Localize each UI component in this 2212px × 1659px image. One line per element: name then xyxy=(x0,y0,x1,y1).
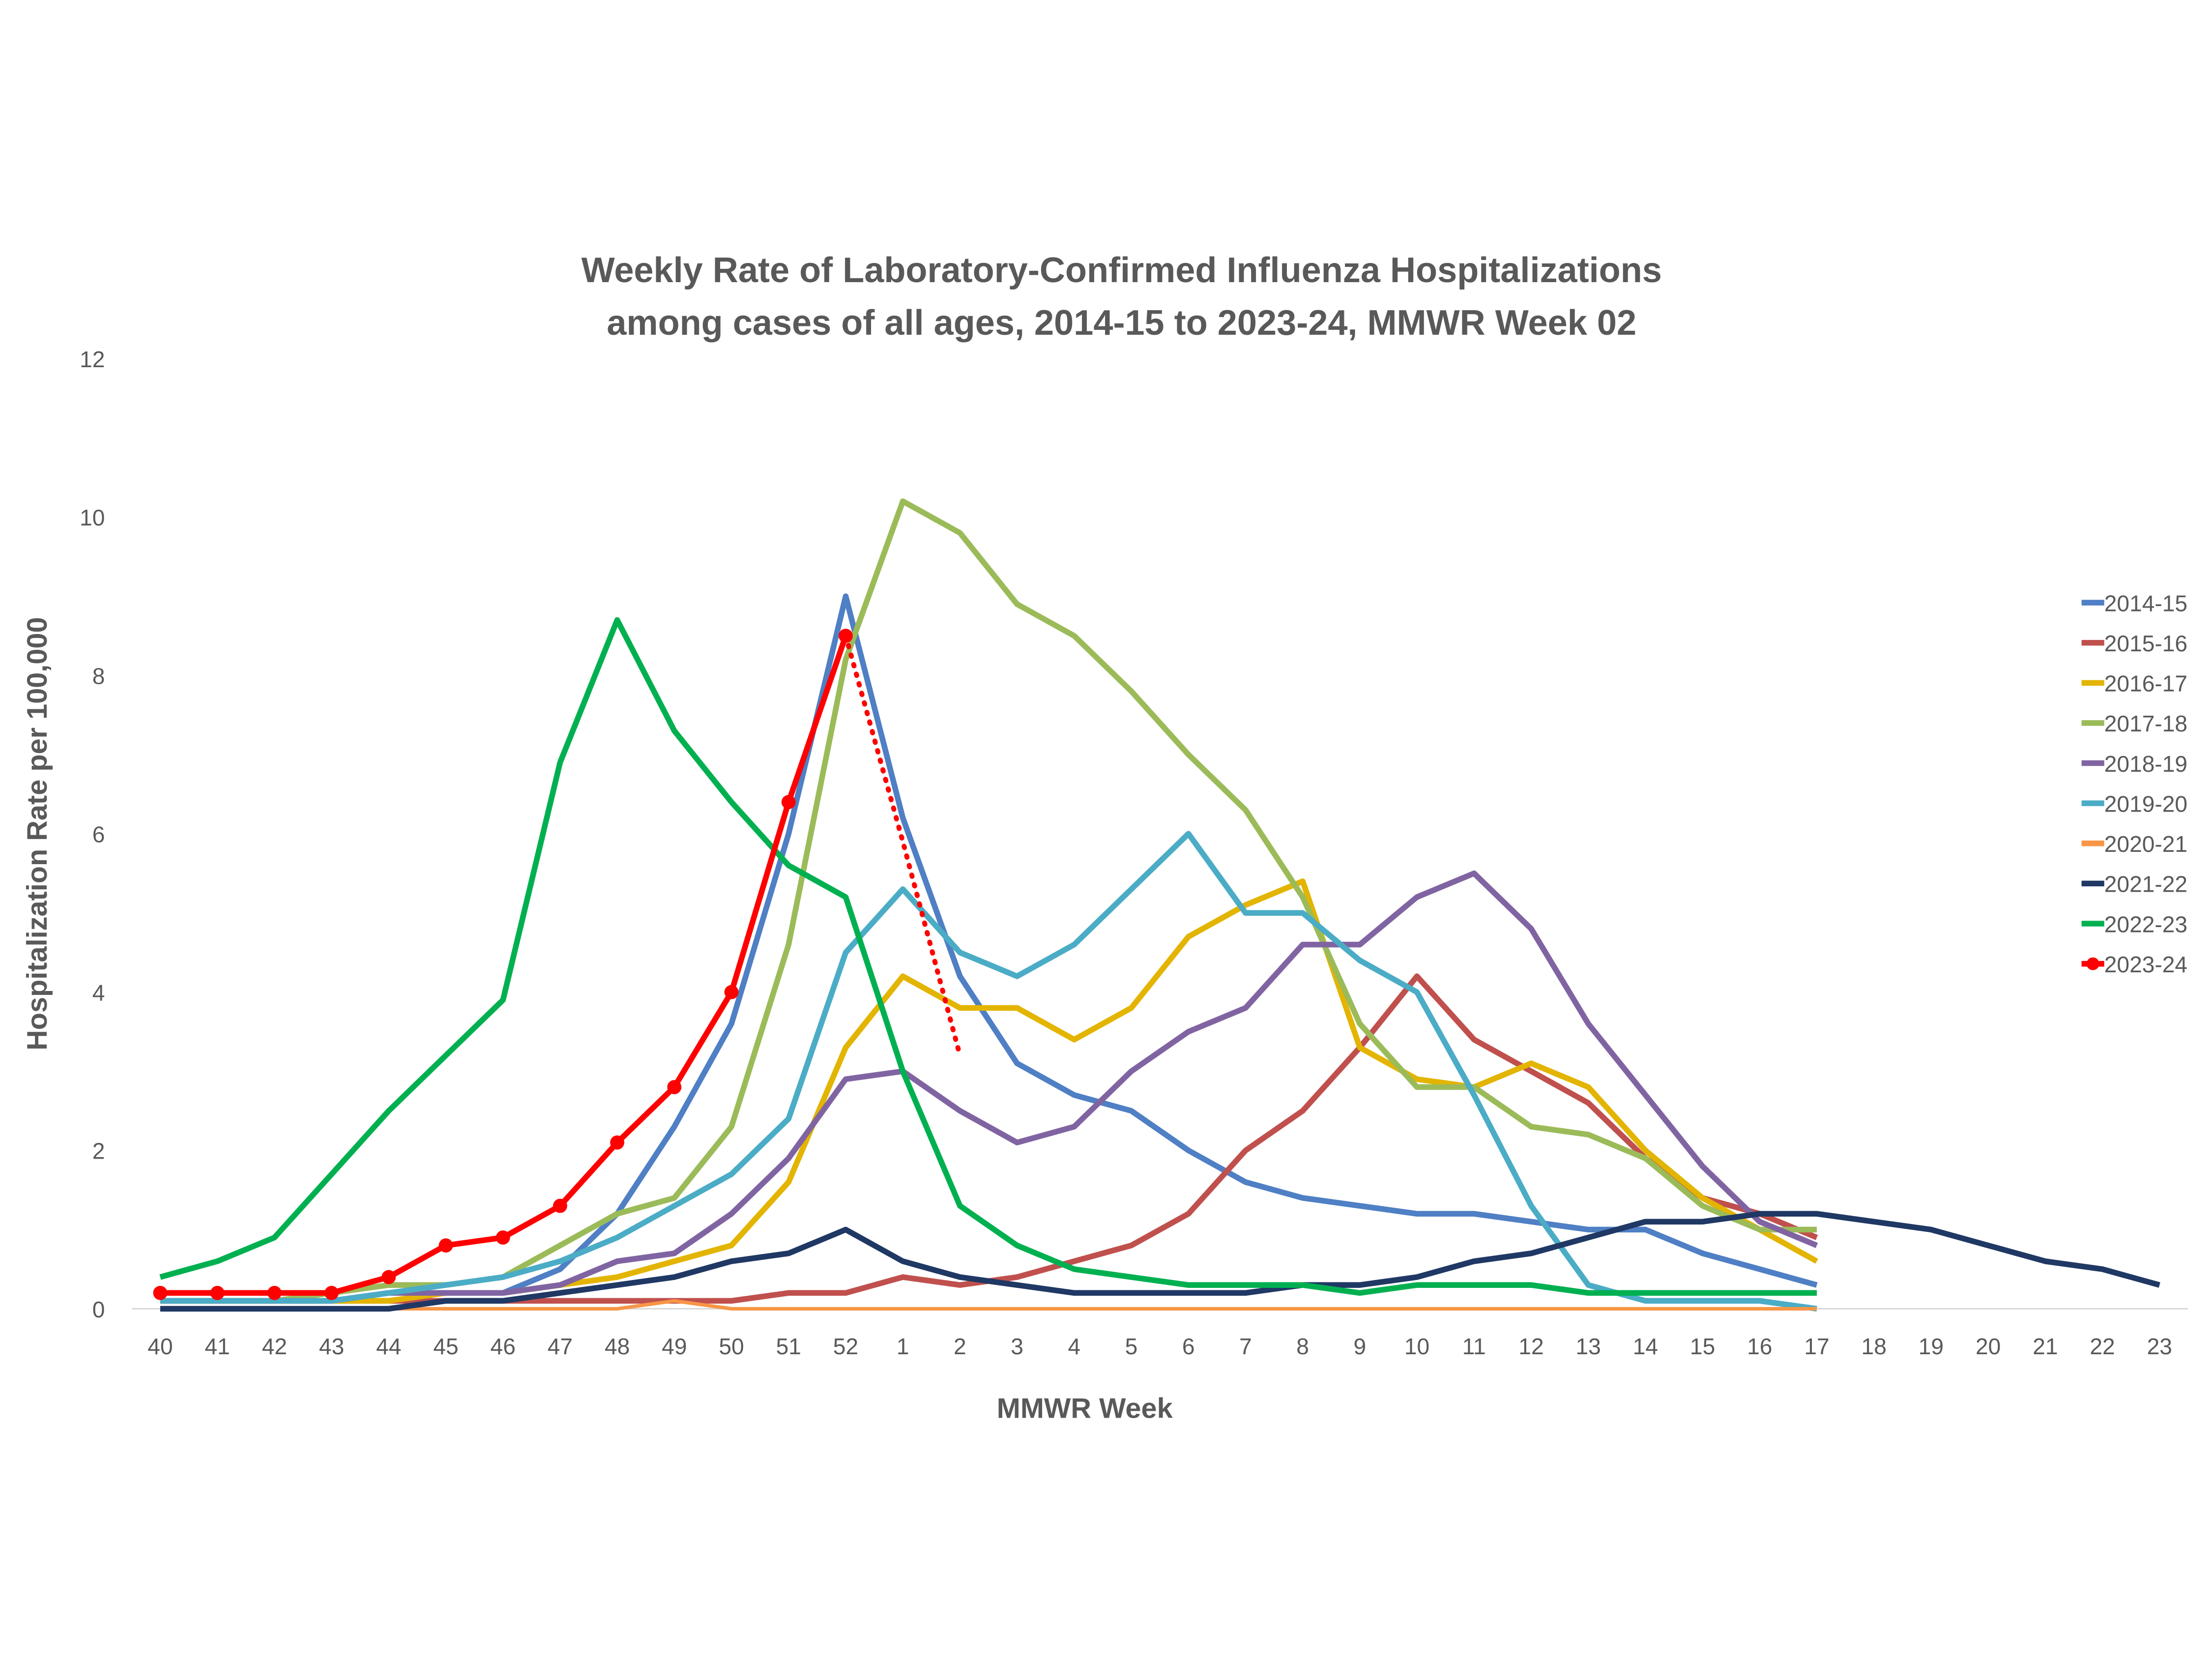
legend-marker xyxy=(2086,957,2099,970)
x-tick-label: 10 xyxy=(1404,1334,1429,1359)
data-point-2023-24 xyxy=(381,1270,396,1284)
legend-label: 2021-22 xyxy=(2104,872,2187,897)
legend-label: 2015-16 xyxy=(2104,631,2187,656)
y-tick-label: 0 xyxy=(92,1297,105,1322)
x-tick-label: 1 xyxy=(897,1334,909,1359)
series-line-2018-19 xyxy=(160,870,1818,1304)
legend-label: 2014-15 xyxy=(2104,590,2187,616)
x-axis-title: MMWR Week xyxy=(997,1393,1173,1425)
series-line-2014-15 xyxy=(160,593,1818,1304)
y-axis-title: Hospitalization Rate per 100,000 xyxy=(22,617,53,1050)
series-line-2020-21 xyxy=(160,1299,1817,1311)
x-tick-label: 47 xyxy=(548,1334,573,1359)
x-tick-label: 43 xyxy=(319,1334,344,1359)
x-tick-label: 19 xyxy=(1919,1334,1944,1359)
x-tick-label: 17 xyxy=(1804,1334,1829,1359)
legend-item: 2021-22 xyxy=(2081,872,2187,897)
x-tick-label: 6 xyxy=(1182,1334,1195,1359)
legend-label: 2022-23 xyxy=(2104,911,2187,937)
x-tick-label: 9 xyxy=(1354,1334,1367,1359)
data-point-2023-24 xyxy=(153,1285,168,1300)
data-point-2023-24 xyxy=(839,629,853,643)
x-tick-label: 18 xyxy=(1862,1334,1887,1359)
x-tick-label: 2 xyxy=(954,1334,966,1359)
x-tick-label: 51 xyxy=(776,1334,801,1359)
x-tick-label: 4 xyxy=(1068,1334,1080,1359)
x-tick-label: 23 xyxy=(2147,1334,2172,1359)
series-lines xyxy=(153,498,2160,1312)
y-tick-label: 8 xyxy=(92,663,105,689)
data-point-2023-24 xyxy=(781,795,796,810)
legend-item: 2014-15 xyxy=(2081,590,2187,616)
y-ticks: 0 2 4 6 8 10 12 xyxy=(80,347,105,1322)
legend-label: 2019-20 xyxy=(2104,791,2187,816)
x-tick-label: 16 xyxy=(1747,1334,1772,1359)
series-line-2023-24 xyxy=(160,635,848,1296)
x-tick-label: 7 xyxy=(1239,1334,1252,1359)
legend-item: 2016-17 xyxy=(2081,671,2187,697)
x-tick-label: 8 xyxy=(1296,1334,1309,1359)
legend-item: 2020-21 xyxy=(2081,831,2187,857)
legend-label: 2018-19 xyxy=(2104,751,2187,777)
y-tick-label: 4 xyxy=(92,980,105,1006)
legend-item: 2015-16 xyxy=(2081,631,2187,656)
chart-title: Weekly Rate of Laboratory-Confirmed Infl… xyxy=(582,251,1662,290)
x-tick-label: 13 xyxy=(1576,1334,1601,1359)
x-tick-label: 42 xyxy=(262,1334,287,1359)
data-point-2023-24 xyxy=(210,1285,225,1300)
series-line-2021-22 xyxy=(160,1211,2160,1312)
y-tick-label: 10 xyxy=(80,505,105,530)
x-tick-label: 3 xyxy=(1011,1334,1023,1359)
legend-label: 2016-17 xyxy=(2104,671,2187,697)
data-point-2023-24 xyxy=(438,1238,453,1253)
legend-item: 2017-18 xyxy=(2081,711,2187,736)
data-point-2023-24 xyxy=(553,1198,567,1213)
legend-item: 2022-23 xyxy=(2081,911,2187,937)
data-point-2023-24 xyxy=(324,1285,339,1300)
x-tick-label: 12 xyxy=(1518,1334,1543,1359)
y-tick-label: 2 xyxy=(92,1138,105,1164)
legend-label: 2017-18 xyxy=(2104,711,2187,736)
x-tick-label: 45 xyxy=(433,1334,458,1359)
data-point-2023-24 xyxy=(495,1230,510,1245)
data-point-2023-24 xyxy=(267,1285,282,1300)
legend-label: 2020-21 xyxy=(2104,831,2187,857)
x-tick-label: 21 xyxy=(2033,1334,2058,1359)
data-point-2023-24 xyxy=(610,1135,625,1150)
x-tick-label: 20 xyxy=(1976,1334,2001,1359)
x-tick-label: 50 xyxy=(719,1334,744,1359)
legend-label: 2023-24 xyxy=(2104,952,2187,977)
series-dotted-line-2023-24 xyxy=(843,633,962,1058)
x-tick-label: 49 xyxy=(662,1334,687,1359)
x-tick-label: 52 xyxy=(833,1334,858,1359)
x-tick-label: 14 xyxy=(1633,1334,1658,1359)
chart-subtitle: among cases of all ages, 2014-15 to 2023… xyxy=(607,303,1636,343)
x-tick-label: 11 xyxy=(1462,1334,1486,1359)
data-point-2023-24 xyxy=(667,1080,682,1094)
legend-item: 2023-24 xyxy=(2081,952,2187,977)
y-tick-label: 12 xyxy=(80,347,105,372)
x-tick-label: 22 xyxy=(2090,1334,2115,1359)
data-point-2023-24 xyxy=(724,985,739,999)
x-tick-label: 40 xyxy=(147,1334,173,1359)
y-tick-label: 6 xyxy=(92,821,105,847)
x-tick-label: 44 xyxy=(376,1334,401,1359)
series-line-2019-20 xyxy=(160,831,1817,1312)
x-tick-label: 5 xyxy=(1125,1334,1138,1359)
x-tick-label: 48 xyxy=(605,1334,630,1359)
legend-item: 2018-19 xyxy=(2081,751,2187,777)
x-tick-label: 41 xyxy=(205,1334,230,1359)
legend: 2014-15 2015-16 2016-17 2017-18 2018-19 2019-… xyxy=(2081,590,2187,977)
x-tick-label: 46 xyxy=(491,1334,516,1359)
x-ticks: 40 41 42 43 44 45 46 47 48 49 50 51 52 1 2 3 4 5 6 7 8 9 10 11 1… xyxy=(147,1334,2172,1359)
legend-item: 2019-20 xyxy=(2081,791,2187,816)
x-tick-label: 15 xyxy=(1690,1334,1715,1359)
series-line-2017-18 xyxy=(160,498,1817,1304)
series-line-2022-23 xyxy=(159,617,1817,1296)
